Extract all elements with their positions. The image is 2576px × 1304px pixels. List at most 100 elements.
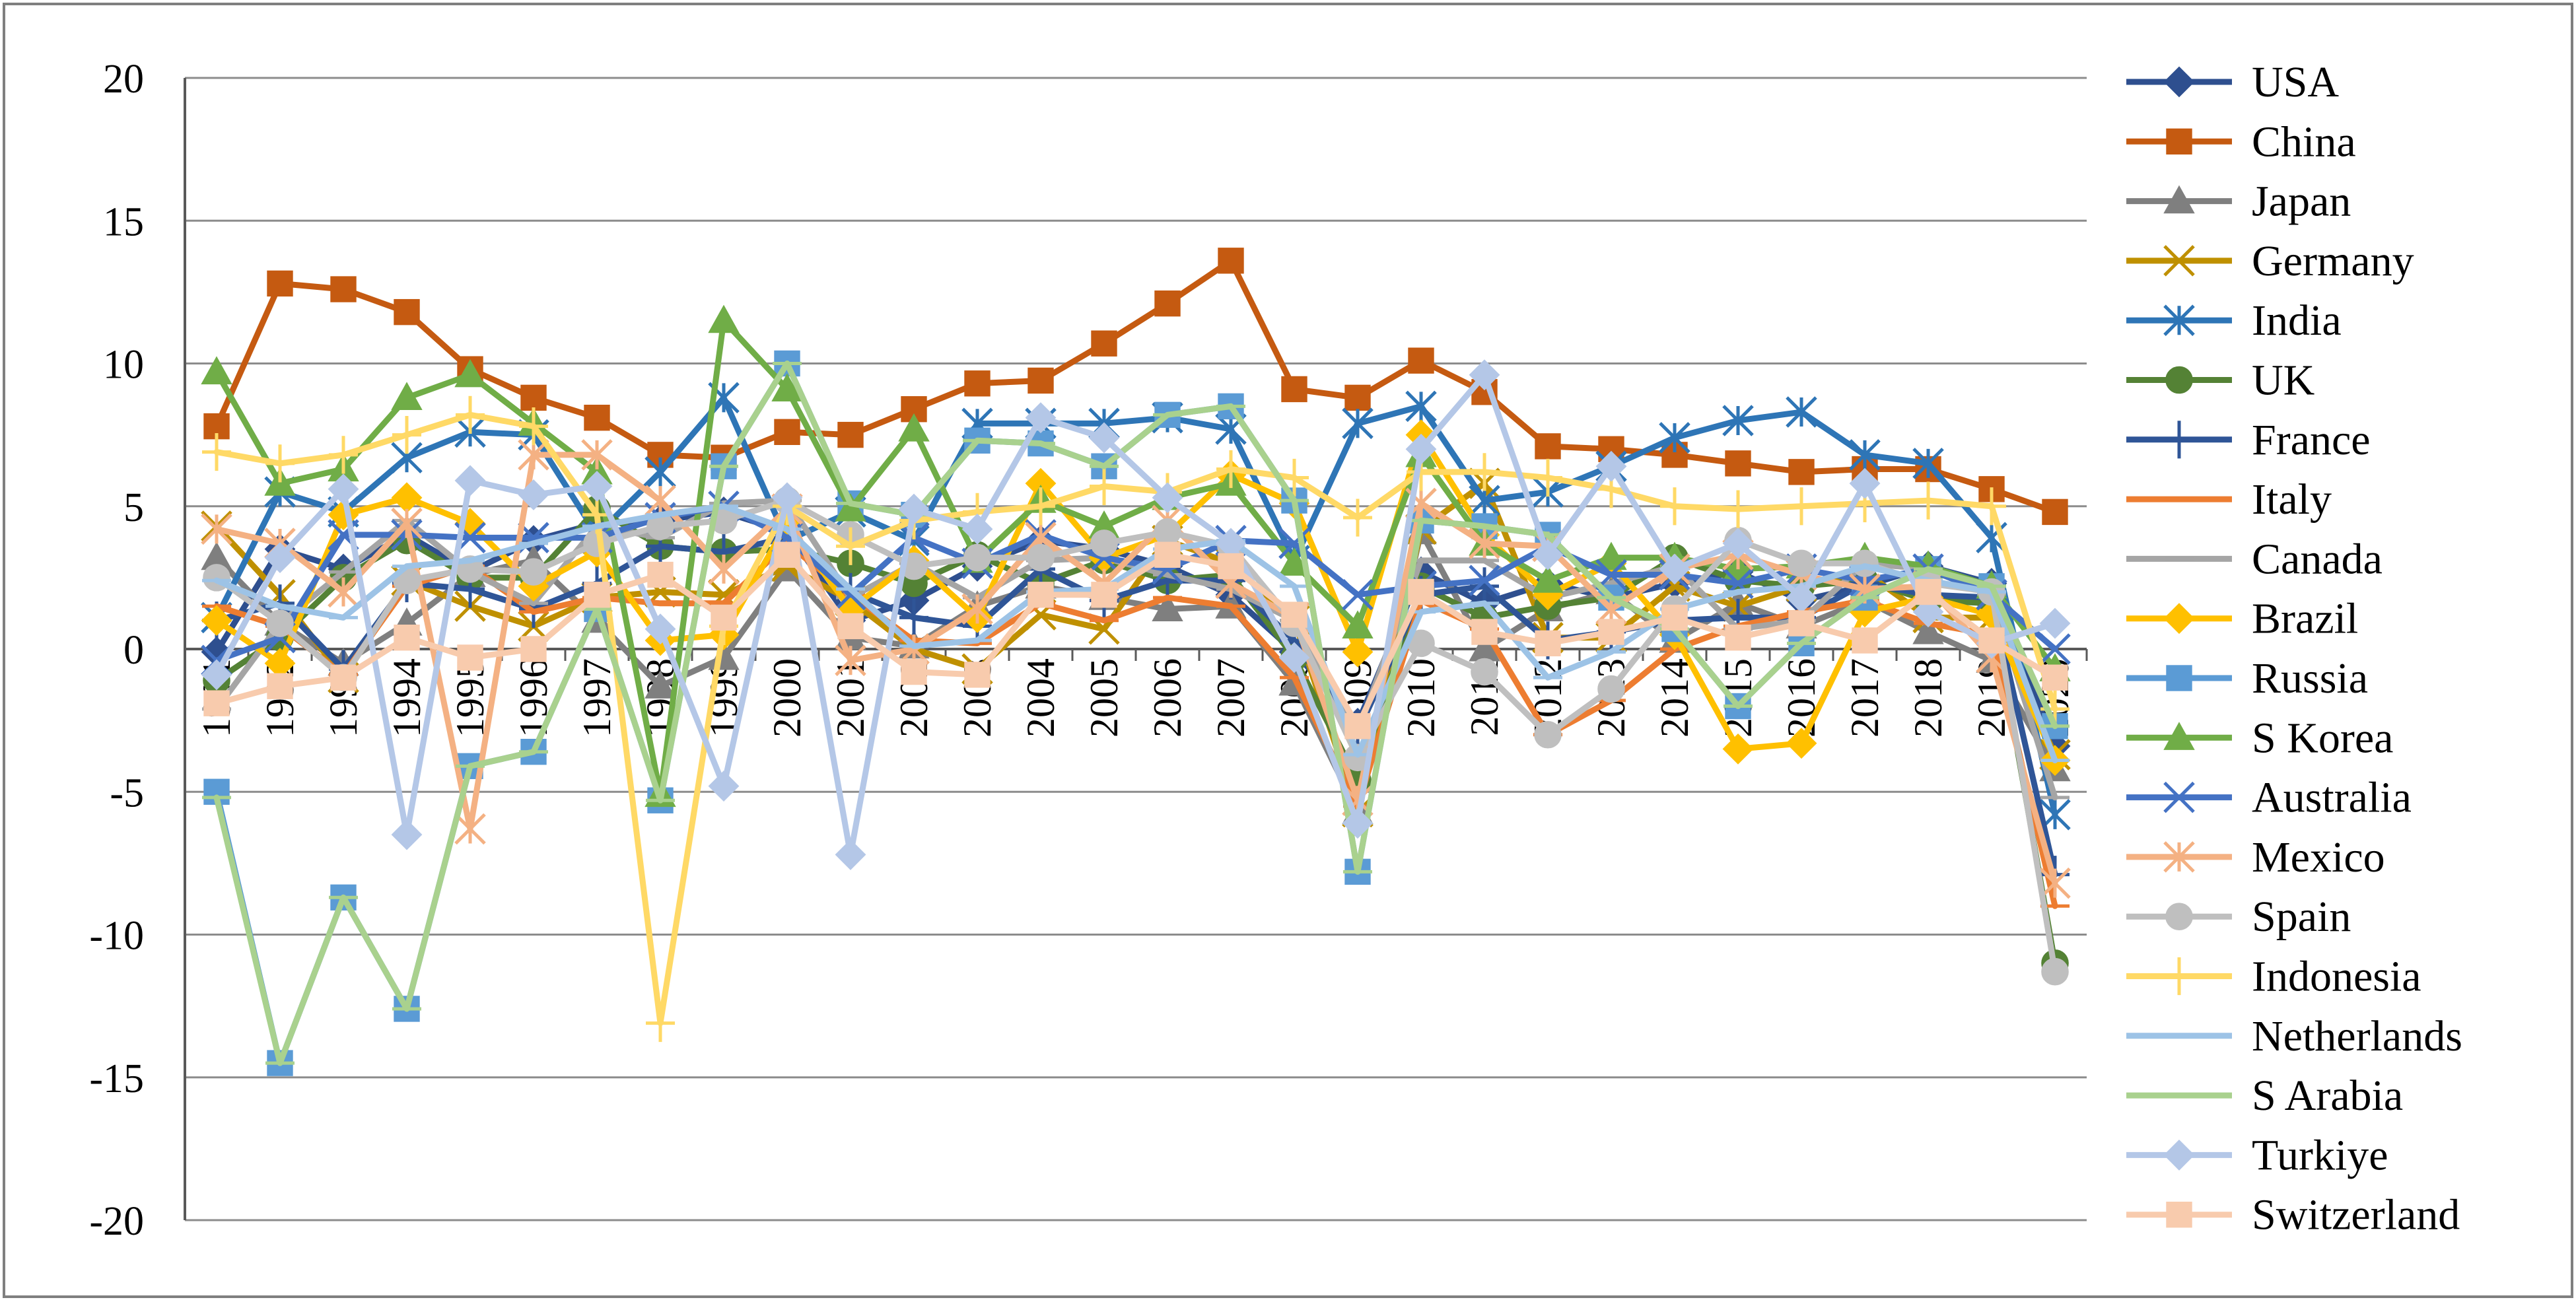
data-point <box>1405 390 1437 423</box>
data-point <box>1535 630 1561 657</box>
data-point <box>202 432 231 471</box>
data-point <box>835 839 866 870</box>
legend-label: Mexico <box>2252 833 2385 881</box>
legend-label: Netherlands <box>2252 1012 2462 1060</box>
series-line <box>213 360 2058 1066</box>
data-point <box>1152 593 1183 622</box>
legend-label: Brazil <box>2252 595 2358 643</box>
data-point <box>1725 450 1751 477</box>
data-point <box>1534 720 1562 749</box>
x-tick-label: 2018 <box>1906 658 1950 738</box>
series-group <box>201 248 2071 1076</box>
data-point <box>1342 407 1374 440</box>
data-point <box>1532 565 1564 593</box>
data-point <box>961 513 993 545</box>
y-tick-label: -10 <box>89 914 144 959</box>
y-tick-label: 20 <box>103 57 144 102</box>
data-point <box>644 670 676 699</box>
data-point <box>1914 481 1943 520</box>
data-point <box>899 598 928 637</box>
data-point <box>1154 541 1181 568</box>
y-axis-ticks: 20 15 10 5 0 -5 -10 -15 -20 <box>89 57 144 1244</box>
data-point <box>1342 807 1374 839</box>
legend-item: S Arabia <box>2126 1072 2403 1120</box>
data-point <box>1597 675 1625 703</box>
legend-label: India <box>2252 296 2342 345</box>
legend-marker <box>2165 957 2194 996</box>
series-line <box>213 503 2058 664</box>
legend-item: India <box>2126 296 2342 345</box>
data-point <box>1343 498 1372 537</box>
x-tick-label: 2005 <box>1082 658 1126 738</box>
data-point <box>2039 607 2071 639</box>
data-point <box>201 605 232 636</box>
data-point <box>1660 487 1689 526</box>
y-tick-label: -15 <box>89 1056 144 1101</box>
series-line <box>213 480 2058 815</box>
data-point <box>708 304 740 333</box>
data-point <box>1978 627 2005 654</box>
data-point <box>1091 582 1117 608</box>
data-point <box>391 382 423 410</box>
data-point <box>835 579 866 611</box>
data-point <box>2041 957 2069 986</box>
legend-label: Germany <box>2252 237 2414 285</box>
data-point <box>963 543 991 572</box>
data-point <box>201 356 232 385</box>
data-point <box>771 482 803 514</box>
legend-marker <box>2166 1202 2192 1228</box>
legend-label: S Korea <box>2252 714 2393 762</box>
data-point <box>1471 619 1498 645</box>
legend-item: Japan <box>2126 178 2351 226</box>
legend-marker <box>2163 781 2195 813</box>
data-point <box>1659 553 1690 585</box>
data-point <box>1281 376 1307 403</box>
data-point <box>1470 453 1499 491</box>
x-tick-label: 1996 <box>512 658 555 738</box>
x-tick-label: 2014 <box>1653 658 1696 738</box>
y-tick-label: -5 <box>110 771 144 815</box>
data-point <box>961 593 993 625</box>
data-point <box>518 479 549 510</box>
data-point <box>1344 713 1371 739</box>
legend-item: Switzerland <box>2126 1191 2460 1239</box>
data-point <box>328 473 359 505</box>
data-point <box>454 359 486 388</box>
data-point <box>1469 565 1500 596</box>
data-point <box>644 613 676 645</box>
data-point <box>1722 405 1754 436</box>
data-point <box>646 1004 675 1043</box>
data-point <box>836 527 865 565</box>
legend-marker <box>2163 603 2195 635</box>
data-point <box>267 673 293 699</box>
data-point <box>1342 579 1374 611</box>
legend-item: S Korea <box>2126 714 2393 762</box>
legend-label: Russia <box>2252 654 2368 703</box>
series-indonesia <box>202 395 2070 1043</box>
data-point <box>1280 458 1309 497</box>
data-point <box>964 370 991 397</box>
data-point <box>1218 553 1244 580</box>
data-point <box>1595 541 1627 570</box>
legend-item: Russia <box>2126 654 2368 703</box>
data-point <box>901 658 927 685</box>
legend-item: UK <box>2126 357 2315 405</box>
data-point <box>392 416 421 454</box>
legend-label: Australia <box>2252 774 2412 822</box>
data-point <box>644 485 676 516</box>
legend-marker <box>2163 841 2195 873</box>
series-turkiye <box>201 359 2071 870</box>
data-point <box>1788 459 1815 485</box>
legend-item: Canada <box>2126 535 2383 583</box>
data-point <box>2039 633 2071 665</box>
data-point <box>519 407 548 446</box>
series-s-arabia <box>202 360 2070 1066</box>
data-point <box>391 819 423 850</box>
legend-label: China <box>2252 118 2356 166</box>
data-point <box>708 771 740 802</box>
legend-marker <box>2166 665 2192 691</box>
data-point <box>265 444 295 483</box>
legend-label: Italy <box>2252 475 2332 524</box>
data-point <box>584 582 610 608</box>
